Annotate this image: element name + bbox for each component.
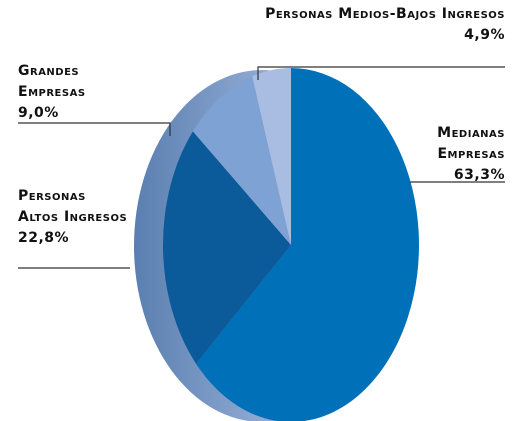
value-label: 9,0% <box>18 105 59 121</box>
pie-slice <box>163 131 291 364</box>
category-name: Grandes Empresas <box>18 63 86 100</box>
value-label: 22,8% <box>18 230 70 246</box>
slice-label: Grandes Empresas 9,0% <box>18 61 128 124</box>
value-label: 63,3% <box>453 167 505 183</box>
value-label: 4,9% <box>464 27 505 43</box>
category-name: Personas Medios-Bajos Ingresos <box>265 6 505 22</box>
pie-slice <box>196 68 419 421</box>
pie-slice <box>192 76 291 245</box>
slice-label: Personas Medios-Bajos Ingresos 4,9% <box>245 4 505 46</box>
category-name: Medianas Empresas <box>437 125 505 162</box>
leader-lines <box>18 66 505 269</box>
slice-label: Personas Altos Ingresos 22,8% <box>18 186 128 249</box>
category-name: Personas Altos Ingresos <box>18 188 128 225</box>
slice-label: Medianas Empresas 63,3% <box>385 123 505 186</box>
pie-slice <box>252 68 291 245</box>
